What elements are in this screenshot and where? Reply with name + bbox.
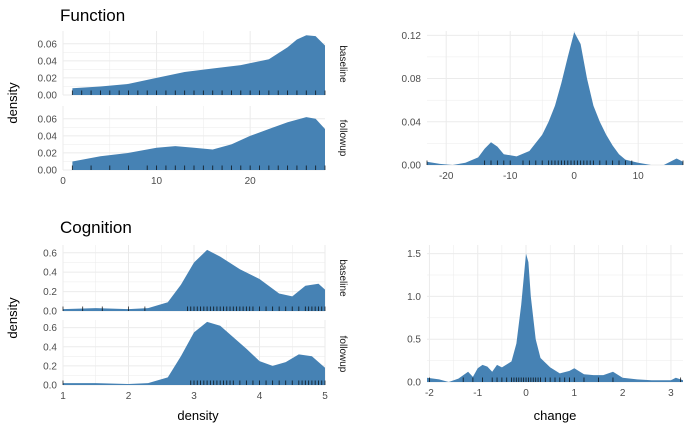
p2-xtick-label-2: 0 [571, 171, 577, 182]
p5-ytick-label-3: 1.5 [407, 249, 421, 260]
p1-ytick-label-1: 0.02 [38, 148, 58, 159]
text-layer: 0.000.020.040.060.000.020.040.060 10 200.0… [38, 31, 675, 402]
p2-ytick-label-1: 0.04 [402, 117, 422, 128]
p5-xtick-label-4: 2 [620, 388, 626, 399]
ylabel-function: density [5, 82, 20, 124]
p5-ytick-label-0: 0.0 [407, 378, 421, 389]
p3-ytick-label-1: 0.2 [43, 287, 57, 298]
p4-xtick-label-1: 2 [126, 391, 132, 402]
strip-function-baseline: baseline [337, 45, 348, 83]
xlabel-change: change [534, 408, 577, 423]
panel-title-function: Function [60, 6, 125, 25]
p5-xtick-label-1: -1 [473, 388, 482, 399]
p0-ytick-label-0: 0.00 [38, 91, 58, 102]
p4-xtick-label-2: 3 [191, 391, 197, 402]
p2-ytick-label-0: 0.00 [402, 161, 422, 172]
p5-ytick-label-1: 0.5 [407, 335, 421, 346]
p2-xtick-label-1: -10 [503, 171, 518, 182]
p0-density-area [72, 35, 326, 95]
p0-ytick-label-3: 0.06 [38, 39, 58, 50]
p4-xtick-label-4: 5 [322, 391, 328, 402]
p3-ytick-label-0: 0.0 [43, 307, 57, 318]
strip-function-followup: followup [337, 120, 348, 157]
p4-xtick-label-3: 4 [257, 391, 263, 402]
p3-density-area [63, 249, 325, 311]
ylabel-cognition: density [5, 297, 20, 339]
p1-ytick-label-2: 0.04 [38, 131, 58, 142]
p3-ytick-label-3: 0.6 [43, 248, 57, 259]
p2-ytick-label-2: 0.08 [402, 74, 422, 85]
p2-xtick-label-0: -20 [439, 171, 454, 182]
panel-title-cognition: Cognition [60, 218, 132, 237]
p5-xtick-label-2: 0 [523, 388, 529, 399]
p4-ytick-label-0: 0.0 [43, 381, 57, 392]
p5-xtick-label-0: -2 [425, 388, 434, 399]
p0-ytick-label-1: 0.02 [38, 73, 58, 84]
p1-xtick-label-0: 0 [60, 176, 66, 187]
p2-density-area [427, 32, 683, 165]
p5-xtick-label-5: 3 [668, 388, 674, 399]
p1-ytick-label-0: 0.00 [38, 166, 58, 177]
p5-ytick-label-2: 1.0 [407, 292, 421, 303]
p0-ytick-label-2: 0.04 [38, 56, 58, 67]
p5-xtick-label-3: 1 [572, 388, 578, 399]
p4-density-area [63, 321, 325, 385]
p1-xtick-label-2: 20 [245, 176, 257, 187]
p4-ytick-label-2: 0.4 [43, 342, 57, 353]
p2-ytick-label-3: 0.12 [402, 31, 422, 42]
p4-xtick-label-0: 1 [60, 391, 66, 402]
p3-ytick-label-2: 0.4 [43, 268, 57, 279]
strip-cognition-followup: followup [337, 336, 348, 373]
p1-xtick-label-1: 10 [151, 176, 163, 187]
strip-cognition-baseline: baseline [337, 259, 348, 297]
p1-density-area [72, 117, 326, 170]
xlabel-cognition: density [177, 408, 219, 423]
p1-ytick-label-3: 0.06 [38, 114, 58, 125]
p4-ytick-label-3: 0.6 [43, 323, 57, 334]
rug-layer [62, 90, 684, 385]
area-layer [63, 32, 683, 385]
p4-ytick-label-1: 0.2 [43, 361, 57, 372]
p2-xtick-label-3: 10 [633, 171, 645, 182]
